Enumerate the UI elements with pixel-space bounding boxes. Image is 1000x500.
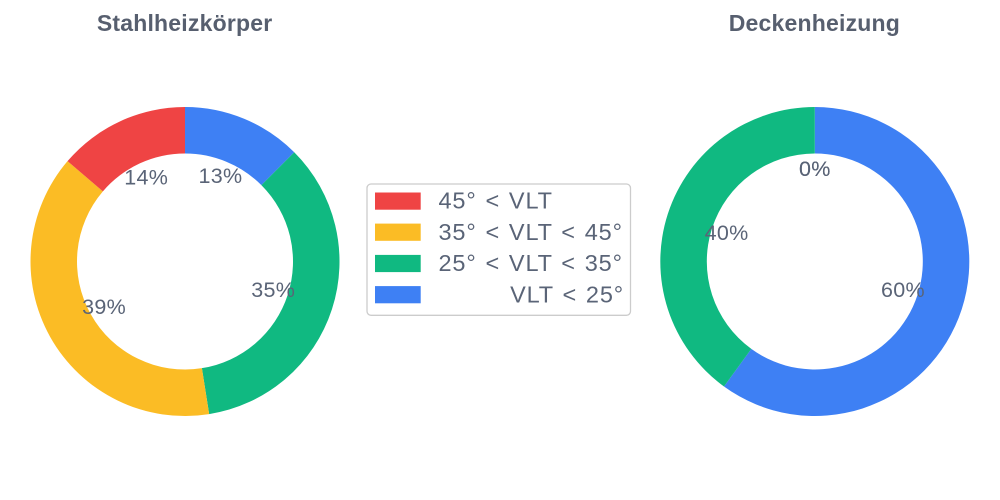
svg-text:0%: 0%	[799, 157, 831, 181]
svg-text:13%: 13%	[199, 164, 243, 188]
svg-text:45° < VLT: 45° < VLT	[439, 188, 553, 214]
svg-text:60%: 60%	[881, 278, 925, 302]
svg-text:14%: 14%	[124, 165, 168, 189]
svg-text:40%: 40%	[705, 221, 749, 245]
svg-text:39%: 39%	[82, 295, 126, 319]
svg-text:25° < VLT < 35°: 25° < VLT < 35°	[439, 250, 623, 276]
svg-text:VLT < 25°: VLT < 25°	[510, 281, 624, 307]
svg-text:0%: 0%	[799, 157, 831, 181]
svg-text:35%: 35%	[251, 278, 295, 302]
svg-text:Stahlheizkörper: Stahlheizkörper	[97, 10, 273, 36]
svg-text:Deckenheizung: Deckenheizung	[729, 10, 900, 36]
svg-text:35° < VLT < 45°: 35° < VLT < 45°	[439, 219, 623, 245]
